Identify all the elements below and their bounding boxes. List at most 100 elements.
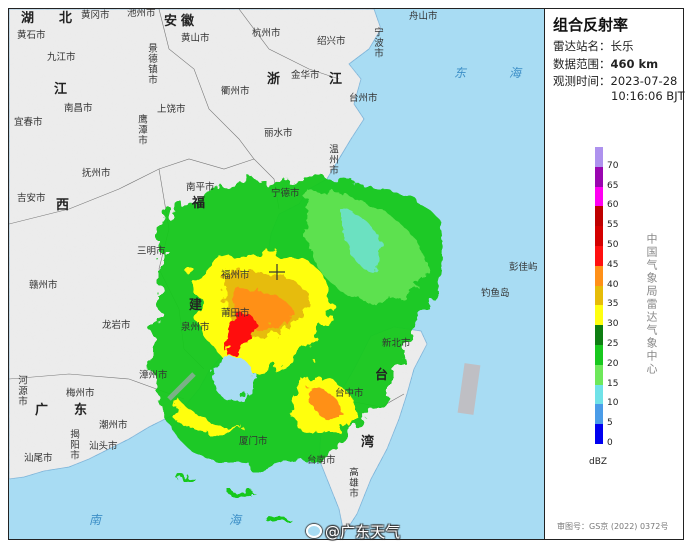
station-row: 雷达站名：长乐 [553, 39, 634, 53]
city-label: 南平市 [186, 182, 215, 193]
color-scale-segment [595, 424, 603, 444]
color-scale-segment [595, 226, 603, 246]
province-label: 西 [56, 198, 70, 213]
product-title: 组合反射率 [553, 16, 629, 34]
radar-map[interactable]: 湖 北 安 徽 浙 江 江 福 建 西 广 东 台 湾 东 海 南 海 黄石市 … [8, 8, 545, 540]
city-label: 绍兴市 [317, 36, 346, 47]
sea-label: 海 [229, 513, 242, 527]
province-label: 广 [35, 403, 49, 418]
city-label: 揭阳市 [68, 429, 79, 461]
map-approval-number: 审图号：GS京 (2022) 0372号 [557, 522, 669, 531]
agency-label: 中国气象局雷达气象中心 [645, 233, 658, 376]
city-label: 潮州市 [99, 420, 128, 431]
color-scale-segment [595, 186, 603, 207]
color-scale-tick: 45 [607, 259, 619, 270]
province-label: 建 [189, 298, 203, 313]
color-scale-segment [595, 305, 603, 326]
city-label: 景德镇市 [146, 43, 157, 85]
legend-panel: 组合反射率 雷达站名：长乐 数据范围：460 km 观测时间：2023-07-2… [545, 8, 685, 540]
city-label: 三明市 [137, 246, 166, 257]
watermark: @广东天气 [306, 524, 400, 540]
city-label: 莆田市 [221, 308, 250, 319]
province-label: 湾 [361, 435, 375, 450]
color-scale-segment [595, 166, 603, 187]
city-label: 舟山市 [409, 11, 438, 22]
color-scale-segment [595, 344, 603, 365]
city-label: 龙岩市 [102, 320, 131, 331]
color-scale-segment [595, 325, 603, 345]
color-scale-segment [595, 147, 603, 167]
color-scale-segment [595, 364, 603, 385]
city-label: 鹰潭市 [136, 114, 147, 146]
province-label: 江 [329, 72, 343, 87]
color-scale-tick: 25 [607, 339, 619, 349]
color-scale-tick: 5 [607, 418, 613, 429]
city-label: 漳州市 [139, 370, 168, 381]
city-label: 厦门市 [239, 436, 268, 447]
province-label: 北 [59, 11, 73, 26]
city-label: 池州市 [127, 8, 156, 19]
color-scale-segment [595, 384, 603, 405]
province-label: 徽 [181, 14, 195, 29]
range-value: 460 km [610, 57, 659, 71]
color-scale-tick: 30 [607, 319, 619, 330]
city-label: 泉州市 [181, 322, 210, 333]
city-label: 高雄市 [347, 467, 358, 499]
color-scale-segment [595, 245, 603, 266]
city-label: 吉安市 [17, 193, 46, 204]
city-label: 赣州市 [29, 280, 58, 291]
weibo-icon [306, 524, 322, 538]
radar-site-marker [269, 264, 285, 280]
color-scale-bar [595, 147, 603, 444]
city-label: 台中市 [335, 388, 364, 399]
city-label: 上饶市 [157, 104, 186, 115]
city-label: 台州市 [349, 93, 378, 104]
sea-label: 南 [89, 513, 102, 527]
city-label: 金华市 [291, 70, 320, 81]
city-label: 宁波市 [372, 27, 383, 59]
color-scale-segment [595, 206, 603, 227]
province-label: 浙 [267, 72, 281, 87]
city-label: 新北市 [382, 338, 411, 349]
color-scale-tick: 35 [607, 299, 619, 310]
radar-echo [153, 178, 481, 524]
city-label: 宁德市 [271, 188, 300, 199]
color-scale-tick: 15 [607, 378, 619, 389]
range-row: 数据范围：460 km [553, 57, 659, 71]
color-scale-tick: 50 [607, 240, 619, 250]
province-label: 福 [192, 196, 206, 211]
color-scale-segment [595, 404, 603, 425]
city-label: 南昌市 [64, 103, 93, 114]
color-scale-tick: 65 [607, 180, 619, 191]
color-scale-tick: 70 [607, 160, 619, 171]
sea-label: 海 [509, 66, 522, 80]
city-label: 梅州市 [66, 388, 95, 399]
city-label: 台南市 [307, 455, 336, 466]
time-value: 10:16:06 BJT [611, 89, 685, 103]
color-scale-tick: 55 [607, 220, 619, 231]
city-label: 黄石市 [17, 30, 46, 41]
province-label: 湖 [21, 11, 35, 26]
province-label: 东 [74, 403, 88, 418]
city-label: 宜春市 [14, 117, 43, 128]
color-scale-tick: 40 [607, 279, 619, 290]
city-label: 河源市 [16, 375, 27, 407]
map-canvas [9, 9, 481, 536]
color-scale-tick: 0 [607, 438, 613, 448]
city-label: 汕尾市 [24, 453, 53, 464]
city-label: 九江市 [47, 52, 76, 63]
city-label: 钓鱼岛 [481, 288, 510, 299]
city-label: 黄山市 [181, 33, 210, 44]
city-label: 丽水市 [264, 128, 293, 139]
city-label: 汕头市 [89, 441, 118, 452]
color-scale-segment [595, 265, 603, 286]
date-value: 2023-07-28 [610, 74, 678, 88]
city-label: 温州市 [327, 144, 338, 176]
city-label: 杭州市 [252, 28, 281, 39]
color-scale-tick: 10 [607, 398, 619, 409]
province-label: 台 [375, 368, 389, 383]
station-value: 长乐 [610, 39, 634, 53]
unit-label: dBZ [589, 457, 608, 467]
province-label: 安 [164, 14, 178, 29]
color-scale-segment [595, 285, 603, 306]
